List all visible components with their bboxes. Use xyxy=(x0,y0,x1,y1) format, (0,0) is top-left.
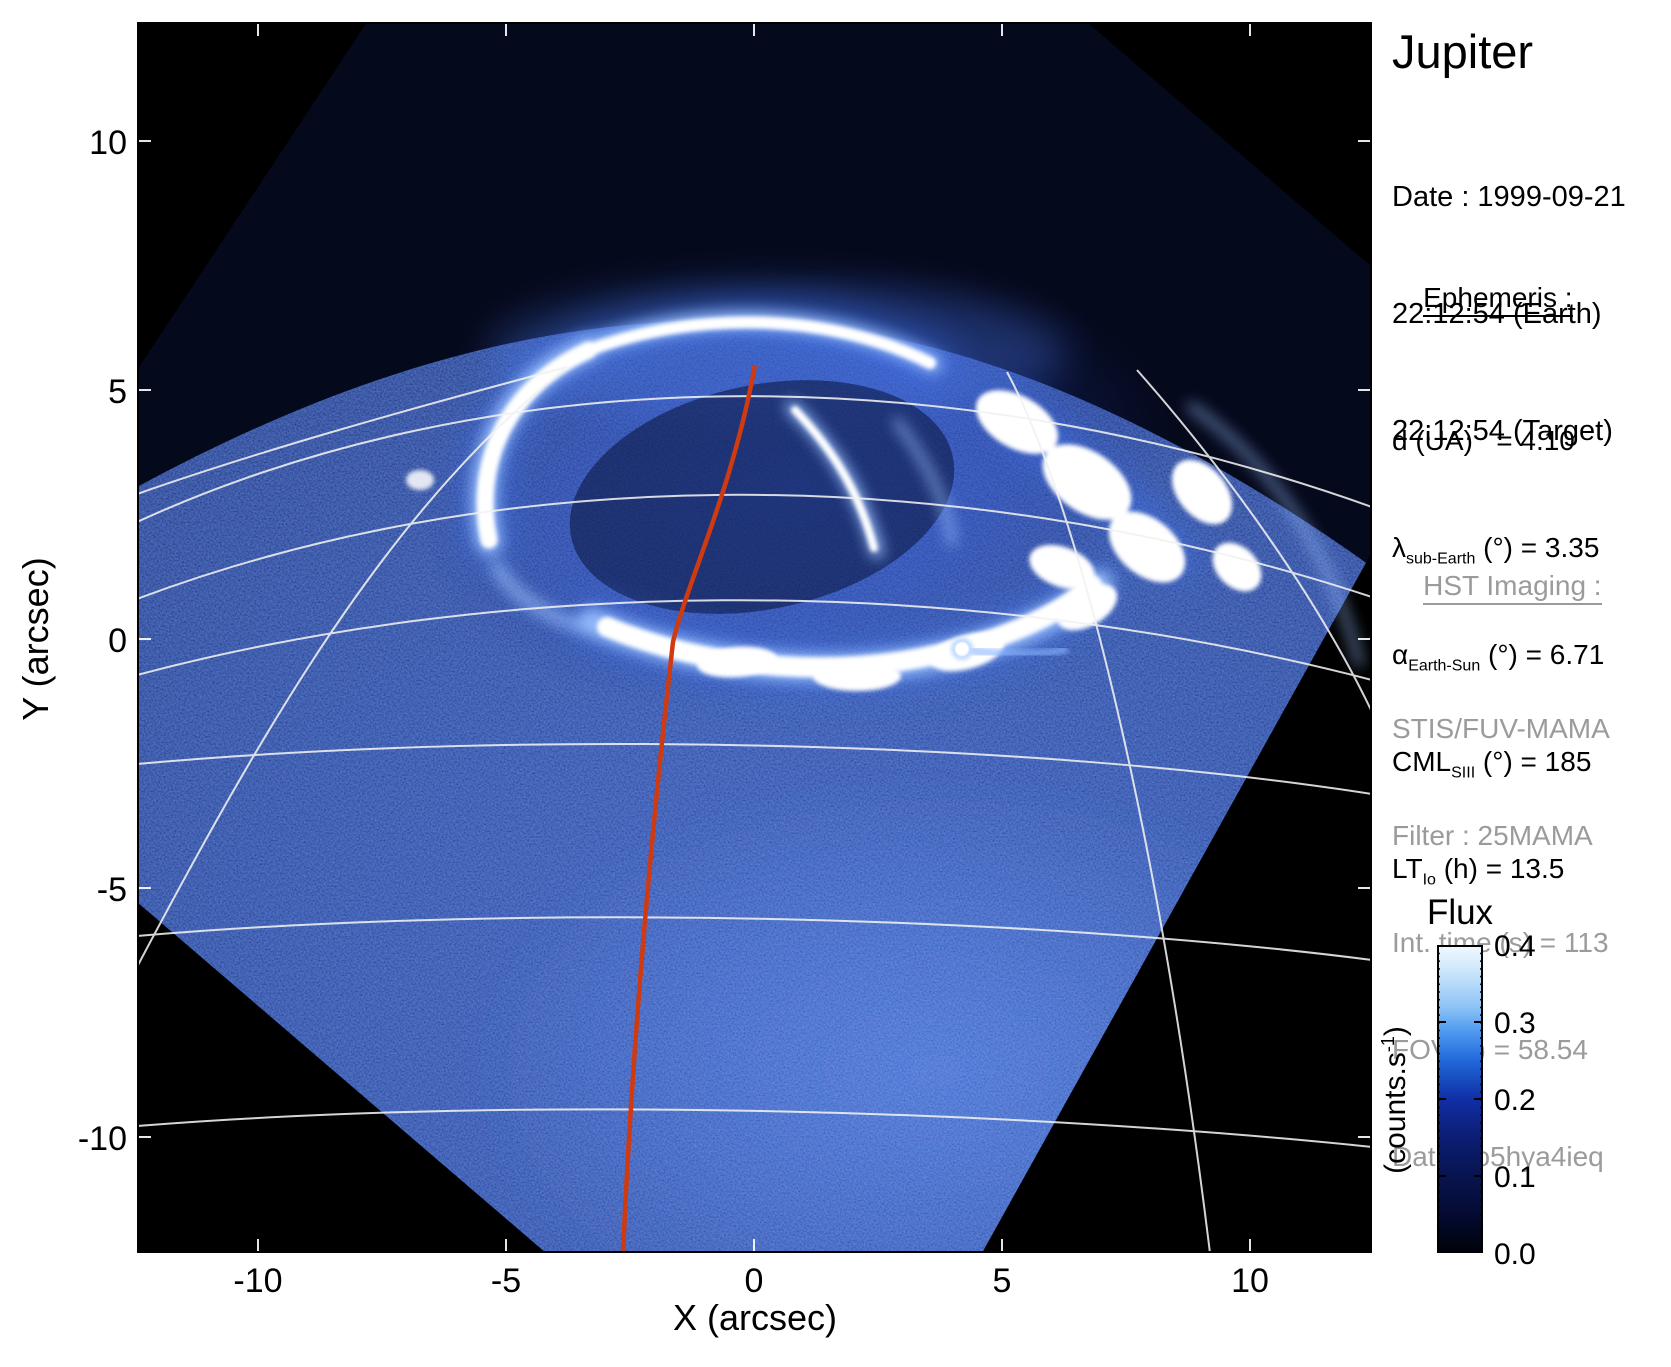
aurora-dark-interior xyxy=(569,380,955,614)
x-tick-label: 5 xyxy=(992,1262,1012,1300)
observation-date: Date : 1999-09-21 xyxy=(1392,181,1626,213)
hst-imaging-header: HST Imaging : xyxy=(1423,570,1602,605)
time-earth: 22:12:54 (Earth) xyxy=(1392,298,1602,330)
jupiter-aurora-image xyxy=(137,22,1372,1253)
hst-int-time: Int. time (s) = 113 xyxy=(1392,927,1609,958)
colorbar-tick-label: 0.2 xyxy=(1494,1084,1536,1117)
latitude-line xyxy=(137,916,1372,961)
x-tick-label: 10 xyxy=(1231,1262,1269,1300)
ephemeris-row-lambda: λsub-Earth (°) = 3.35 xyxy=(1392,532,1600,568)
colorbar-frame xyxy=(1437,945,1483,1253)
colorbar-unit-label: (counts.s-1) xyxy=(1378,1026,1412,1174)
colorbar-tick-label: 0.1 xyxy=(1494,1161,1536,1194)
y-tick-label: 5 xyxy=(108,373,127,411)
time-target: 22:12:54 (Target) xyxy=(1392,415,1613,447)
figure-title: Jupiter xyxy=(1392,25,1534,78)
longitude-line xyxy=(1006,371,1211,1253)
io-footprint xyxy=(951,638,1069,660)
colorbar-tick-label: 0.4 xyxy=(1494,930,1536,963)
y-tick-label: 0 xyxy=(108,622,127,660)
colorbar-tick-label: 0.0 xyxy=(1494,1238,1536,1271)
hst-instrument: STIS/FUV-MAMA xyxy=(1392,713,1610,744)
hst-imaging-block: HST Imaging : STIS/FUV-MAMA Filter : 25M… xyxy=(1392,538,1668,1306)
y-tick-label: 10 xyxy=(89,124,127,162)
x-tick-label: -10 xyxy=(233,1262,283,1300)
colorbar-tick-label: 0.3 xyxy=(1494,1007,1536,1040)
observation-datetime: Date : 1999-09-21 22:12:54 (Earth) 22:12… xyxy=(1392,100,1668,529)
longitude-line xyxy=(137,366,568,968)
flux-colorbar xyxy=(1437,945,1483,1258)
latitude-line xyxy=(137,742,1372,795)
longitude-line xyxy=(1136,369,1372,713)
latitude-line xyxy=(137,1108,1372,1148)
y-tick-label: -5 xyxy=(96,871,127,909)
x-tick-label: 0 xyxy=(744,1262,764,1300)
latitude-line xyxy=(137,599,1372,681)
ephemeris-row-alpha: αEarth-Sun (°) = 6.71 xyxy=(1392,639,1605,675)
hst-filter: Filter : 25MAMA xyxy=(1392,820,1593,851)
ephemeris-row-cml: CMLSIII (°) = 185 xyxy=(1392,746,1592,782)
ephemeris-row-lt-io: LTIo (h) = 13.5 xyxy=(1392,853,1565,889)
longitude-line xyxy=(137,366,568,495)
x-tick-label: -5 xyxy=(490,1262,522,1300)
ephemeris-header: Ephemeris : xyxy=(1423,282,1573,317)
lat-lon-graticule xyxy=(137,366,1372,1253)
hst-data-id: Data : o5hya4ieq xyxy=(1392,1141,1604,1172)
y-tick-label: -10 xyxy=(77,1120,127,1158)
aurora-emission xyxy=(406,265,1365,709)
ephemeris-row-distance: d (UA) = 4.10 xyxy=(1392,425,1575,456)
image-plot-area xyxy=(137,22,1372,1253)
axis-ticks-inward xyxy=(137,22,1372,1253)
y-axis-label: Y (arcsec) xyxy=(15,557,56,721)
plot-frame xyxy=(137,22,1372,1253)
latitude-line xyxy=(137,395,1372,523)
x-axis-label: X (arcsec) xyxy=(672,1297,838,1338)
cml-meridian-line xyxy=(620,364,758,1253)
ephemeris-block: Ephemeris : d (UA) = 4.10 λsub-Earth (°)… xyxy=(1392,250,1668,1018)
colorbar-title: Flux xyxy=(1426,893,1494,932)
